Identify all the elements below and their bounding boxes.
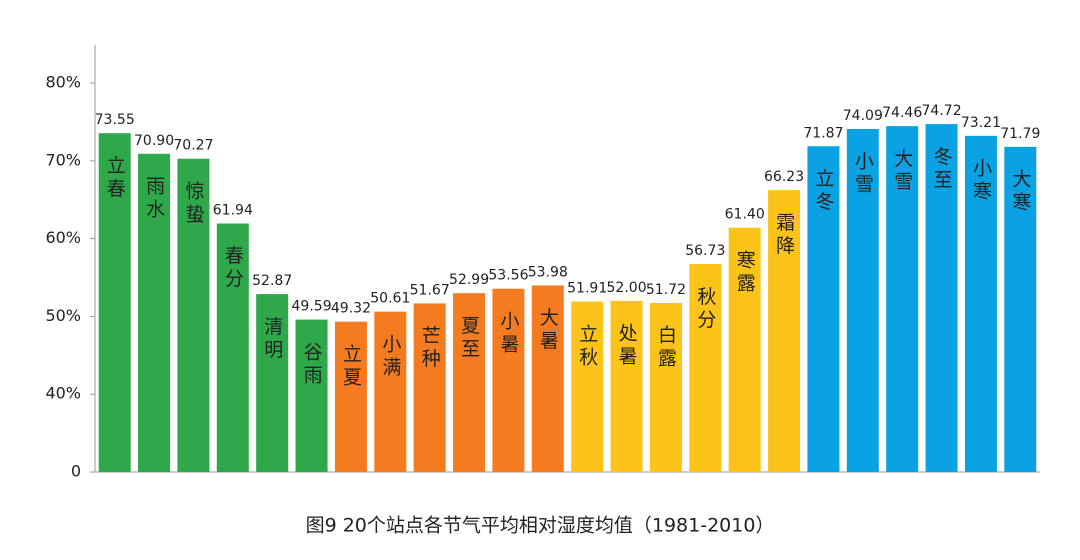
category-label: 立夏	[340, 343, 362, 389]
y-tick-label: 0	[71, 462, 81, 481]
value-label: 49.59	[292, 299, 332, 315]
bar	[571, 301, 604, 472]
value-label: 53.98	[528, 264, 568, 280]
value-label: 73.21	[961, 115, 1001, 131]
y-tick-label: 70%	[45, 150, 81, 169]
category-label: 小暑	[497, 310, 519, 356]
value-label: 51.72	[646, 282, 686, 298]
bar	[334, 321, 367, 472]
value-label: 73.55	[95, 112, 135, 128]
category-label: 夏至	[458, 315, 480, 361]
bar	[216, 223, 249, 472]
bar	[768, 190, 801, 472]
category-label: 谷雨	[301, 341, 323, 387]
value-label: 51.67	[410, 282, 450, 298]
bar	[610, 300, 643, 472]
category-label: 白露	[655, 325, 677, 371]
value-label: 70.90	[134, 133, 174, 149]
category-label: 惊蛰	[182, 180, 204, 226]
bar	[886, 126, 919, 472]
bar	[728, 227, 761, 472]
bar	[374, 311, 407, 472]
y-tick-label: 80%	[45, 73, 81, 92]
category-label: 立春	[104, 155, 126, 201]
category-label: 雨水	[143, 176, 165, 222]
y-tick-label: 40%	[45, 384, 81, 403]
bar	[649, 303, 682, 472]
bar	[964, 135, 997, 472]
bar	[256, 294, 289, 472]
category-label: 冬至	[931, 146, 953, 192]
value-label: 61.40	[725, 207, 765, 223]
category-label: 立秋	[576, 323, 598, 369]
value-label: 74.46	[882, 105, 922, 121]
category-label: 大雪	[891, 148, 913, 194]
category-label: 秋分	[694, 286, 716, 332]
category-label: 小寒	[970, 158, 992, 204]
bar	[689, 264, 722, 472]
value-label: 56.73	[685, 243, 725, 259]
bar	[453, 293, 486, 472]
category-label: 立冬	[812, 168, 834, 214]
bar	[98, 133, 131, 472]
category-label: 霜降	[773, 212, 795, 258]
value-label: 52.99	[449, 272, 489, 288]
category-label: 大寒	[1009, 169, 1031, 215]
bar	[1004, 146, 1037, 473]
category-label: 处暑	[616, 323, 638, 369]
value-label: 71.87	[803, 125, 843, 141]
value-label: 66.23	[764, 169, 804, 185]
bar	[138, 153, 171, 472]
value-label: 70.27	[173, 138, 213, 154]
value-label: 50.61	[370, 291, 410, 307]
bar	[492, 288, 525, 472]
y-tick-label: 60%	[45, 228, 81, 247]
y-tick-label: 50%	[45, 306, 81, 325]
value-label: 61.94	[213, 203, 253, 219]
bar	[925, 124, 958, 472]
bar	[807, 146, 840, 472]
value-label: 51.91	[567, 281, 607, 297]
bar	[531, 285, 564, 472]
category-label: 小雪	[852, 151, 874, 197]
category-label: 寒露	[734, 249, 756, 295]
bar	[413, 303, 446, 472]
bar	[846, 128, 879, 472]
category-label: 芒种	[419, 325, 441, 371]
category-label: 小满	[379, 333, 401, 379]
value-label: 52.00	[607, 280, 647, 296]
value-label: 74.09	[843, 108, 883, 124]
value-label: 71.79	[1000, 126, 1040, 142]
category-label: 大暑	[537, 307, 559, 353]
value-label: 74.72	[922, 103, 962, 119]
category-label: 春分	[222, 245, 244, 291]
category-label: 清明	[261, 316, 283, 362]
value-label: 53.56	[488, 268, 528, 284]
bar	[295, 319, 328, 472]
chart-title: 图9 20个站点各节气平均相对湿度均值（1981-2010）	[306, 515, 775, 537]
value-label: 52.87	[252, 273, 292, 289]
bar	[177, 158, 210, 472]
value-label: 49.32	[331, 301, 371, 317]
